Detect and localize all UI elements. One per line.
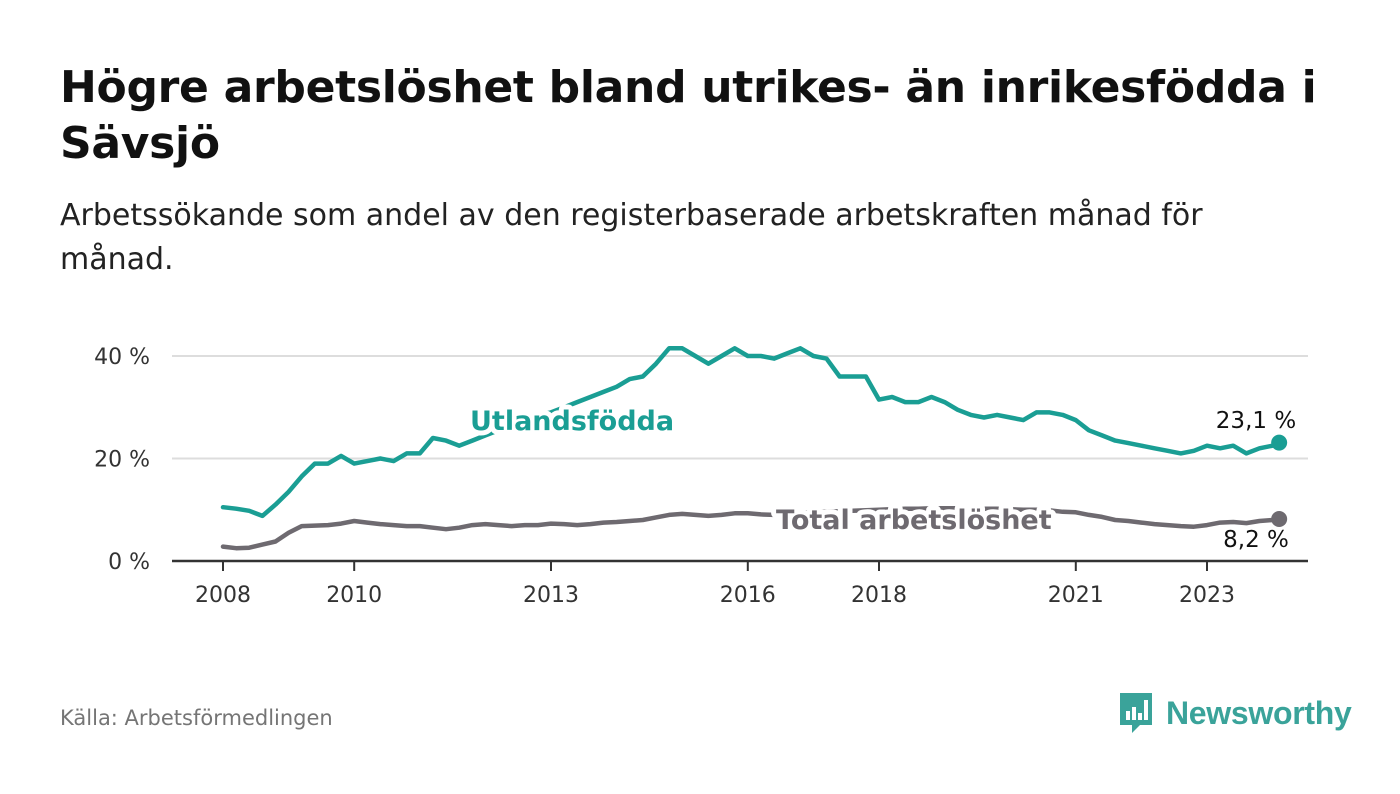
x-tick-label: 2016 [720,583,776,608]
series-label-utlandsfodda: Utlandsfödda [470,406,674,437]
series-line-utlandsfodda [220,346,1282,519]
series-line-total [220,505,1282,551]
chart-title: Högre arbetslöshet bland utrikes- än inr… [60,62,1317,169]
end-label-total: 8,2 % [1223,527,1289,553]
end-point-utlandsfodda [1271,434,1288,451]
y-tick-label: 40 % [94,345,150,370]
series-label-utlandsfodda-halo: Utlandsfödda [470,406,674,437]
series-label-total-halo: Total arbetslöshet [776,505,1052,536]
end-point-total [1271,510,1288,527]
x-axis: 2008 2010 2013 2016 2018 2021 2023 [172,559,1308,608]
series-label-total: Total arbetslöshet [776,505,1052,536]
y-tick-label: 0 % [108,550,150,575]
newsworthy-logo-icon [1120,693,1152,733]
newsworthy-logo[interactable]: Newsworthy [1118,690,1352,736]
source-note: Källa: Arbetsförmedlingen [60,706,333,730]
gridlines [172,355,1308,460]
x-tick-label: 2021 [1048,583,1104,608]
x-tick-label: 2013 [523,583,579,608]
brand-name: Newsworthy [1166,694,1352,731]
y-axis-tick-labels: 0 % 20 % 40 % [94,345,150,575]
end-label-utlandsfodda: 23,1 % [1216,408,1296,434]
x-tick-label: 2023 [1179,583,1235,608]
x-tick-label: 2010 [326,583,382,608]
x-tick-label: 2018 [851,583,907,608]
y-tick-label: 20 % [94,448,150,473]
series-lines [220,346,1288,551]
chart-subtitle: Arbetssökande som andel av den registerb… [60,198,1203,277]
x-tick-label: 2008 [195,583,251,608]
